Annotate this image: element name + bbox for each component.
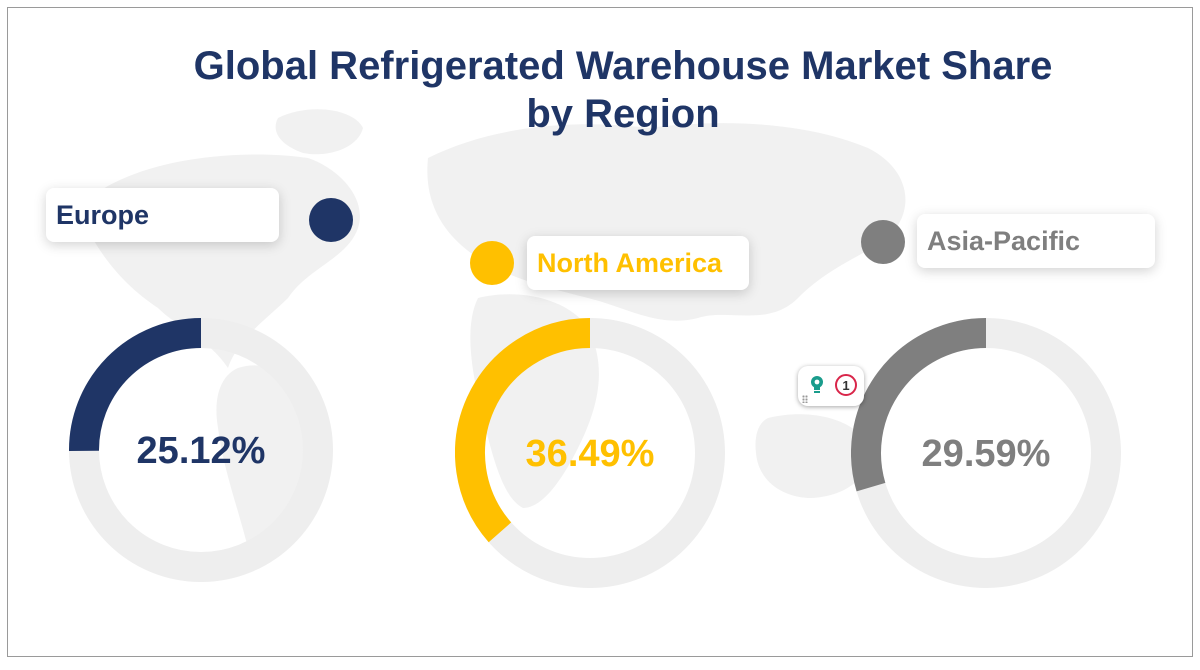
- asia-pacific-percent-label: 29.59%: [922, 433, 1051, 475]
- europe-legend-dot: [309, 198, 353, 242]
- north-america-percent-label: 36.49%: [526, 433, 655, 475]
- asia-pacific-legend-dot: [861, 220, 905, 264]
- europe-donut-chart: 25.12%: [69, 318, 333, 582]
- north-america-legend-label: North America: [527, 236, 749, 290]
- north-america-donut-chart: 36.49%: [455, 318, 725, 588]
- europe-label-text: Europe: [56, 199, 150, 230]
- chart-title: Global Refrigerated Warehouse Market Sha…: [8, 42, 1192, 138]
- chart-frame: Global Refrigerated Warehouse Market Sha…: [7, 7, 1193, 657]
- drag-handle-icon[interactable]: [802, 395, 808, 403]
- north-america-label-text: North America: [537, 247, 723, 278]
- lightbulb-icon: [811, 376, 823, 393]
- asia-pacific-legend-label: Asia-Pacific: [917, 214, 1155, 268]
- title-line-1: Global Refrigerated Warehouse Market Sha…: [193, 44, 1053, 88]
- north-america-legend-dot: [470, 241, 514, 285]
- europe-percent-label: 25.12%: [137, 430, 266, 472]
- asia-pacific-donut-arc: [851, 318, 987, 492]
- europe-legend-label: Europe: [46, 188, 279, 242]
- europe-donut-arc: [69, 318, 202, 452]
- asia-pacific-label-text: Asia-Pacific: [927, 225, 1081, 256]
- insight-widget[interactable]: 1: [798, 366, 864, 406]
- north-america-donut-arc: [455, 318, 591, 543]
- notification-badge[interactable]: 1: [835, 374, 857, 396]
- asia-pacific-donut-chart: 29.59%: [851, 318, 1121, 588]
- title-line-2: by Region: [526, 92, 720, 136]
